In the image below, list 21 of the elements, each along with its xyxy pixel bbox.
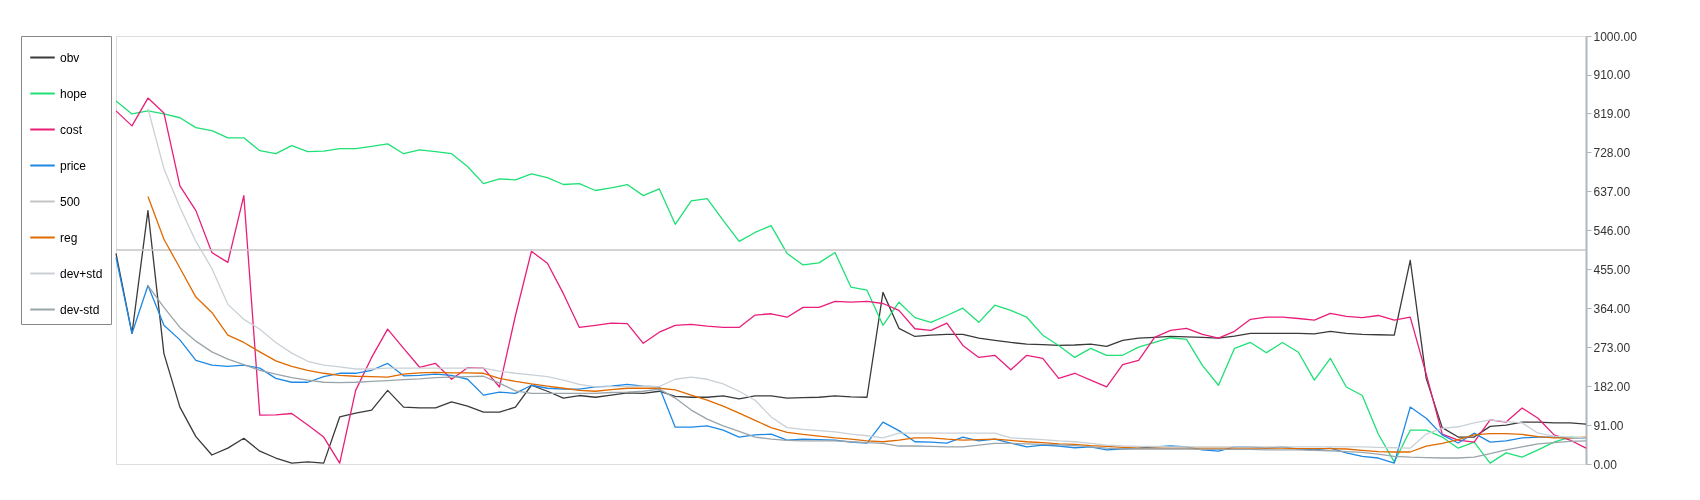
legend-label: dev+std — [60, 266, 103, 281]
y-tick-label: 0.00 — [1593, 457, 1618, 472]
y-tick-label: 364.00 — [1593, 301, 1631, 316]
y-tick-label: 819.00 — [1593, 106, 1631, 121]
legend-label: dev-std — [60, 302, 100, 317]
legend-label: reg — [60, 230, 78, 245]
legend-label: cost — [60, 122, 83, 137]
y-tick-label: 546.00 — [1593, 223, 1631, 238]
y-tick-label: 728.00 — [1593, 145, 1631, 160]
y-tick-label: 273.00 — [1593, 340, 1631, 355]
legend-label: price — [60, 158, 87, 173]
legend-label: hope — [60, 86, 88, 101]
legend-label: obv — [60, 50, 80, 65]
y-tick-label: 637.00 — [1593, 184, 1631, 199]
line-series — [147, 284, 1587, 459]
y-tick-label: 1000.00 — [1593, 29, 1638, 44]
legend-label: 500 — [60, 194, 81, 209]
y-tick-label: 910.00 — [1593, 68, 1631, 83]
y-tick-label: 182.00 — [1593, 379, 1631, 394]
y-tick-label: 91.00 — [1593, 418, 1624, 433]
y-tick-label: 455.00 — [1593, 262, 1631, 277]
